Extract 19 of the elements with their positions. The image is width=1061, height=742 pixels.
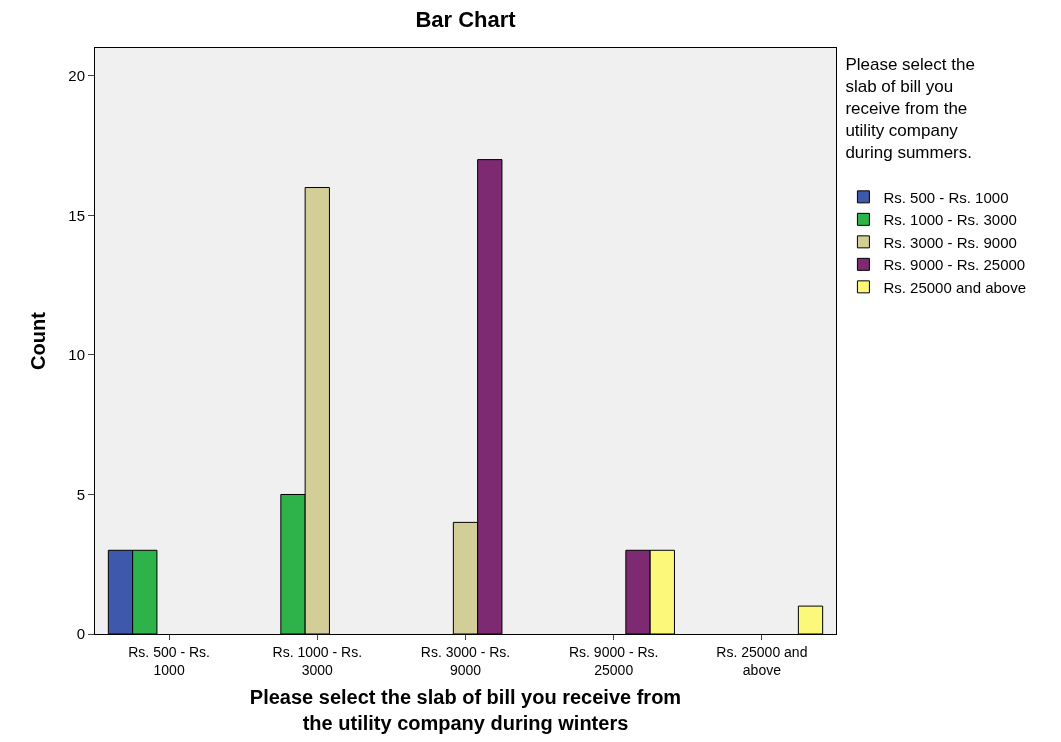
legend-label: Rs. 9000 - Rs. 25000 — [883, 256, 1026, 274]
x-tick-label: Rs. 9000 - Rs. 25000 — [568, 643, 659, 678]
x-tick-label: Rs. 1000 - Rs. 3000 — [272, 643, 363, 678]
x-tick-label: Rs. 25000 and above — [716, 643, 808, 678]
legend-label: Rs. 25000 and above — [883, 278, 1027, 296]
y-tick-label: 0 — [76, 625, 85, 643]
y-tick-label: 20 — [68, 67, 85, 85]
x-axis-title: Please select the slab of bill you receive from the utility company during winters — [249, 685, 682, 734]
legend-label: Rs. 3000 - Rs. 9000 — [883, 233, 1017, 251]
legend-label: Rs. 500 - Rs. 1000 — [883, 188, 1009, 206]
chart-title: Bar Chart — [415, 6, 517, 32]
y-tick-label: 10 — [68, 346, 85, 364]
y-tick-label: 5 — [76, 485, 85, 503]
y-axis-title: Count — [27, 311, 49, 370]
y-tick-label: 15 — [68, 206, 85, 224]
legend-label: Rs. 1000 - Rs. 3000 — [883, 211, 1017, 229]
x-tick-label: Rs. 500 - Rs. 1000 — [128, 643, 210, 678]
x-tick-label: Rs. 3000 - Rs. 9000 — [420, 643, 511, 678]
legend-title: Please select the slab of bill you receive from the utility company during summers. — [845, 55, 975, 163]
